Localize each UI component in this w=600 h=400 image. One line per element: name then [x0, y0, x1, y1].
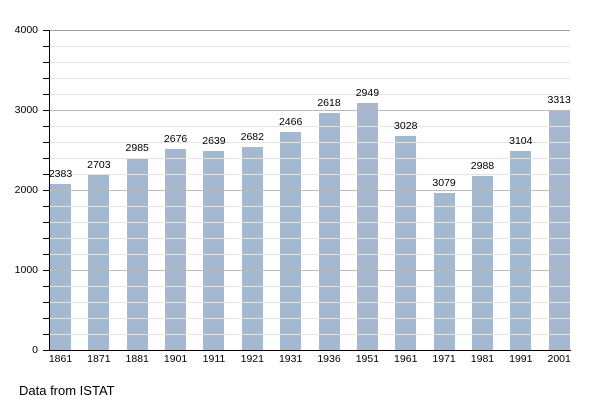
y-axis-tick: [43, 142, 49, 143]
gridline-4000: [49, 30, 570, 31]
bar-value-label: 2676: [163, 132, 188, 145]
y-axis-tick: [43, 30, 49, 31]
bar-1921: [241, 146, 263, 350]
gridline-200: [49, 334, 570, 335]
y-axis-tick: [43, 158, 49, 159]
bar-1871: [88, 174, 110, 350]
bar-value-label: 3079: [432, 176, 456, 189]
bar-value-label: 2949: [355, 86, 380, 99]
bar-value-label: 2703: [87, 158, 111, 171]
gridline-600: [49, 302, 570, 303]
bar-2001: [548, 110, 570, 350]
gridline-1000: [49, 270, 570, 271]
y-axis-line: [49, 30, 50, 351]
bar-value-label: 2682: [240, 130, 264, 143]
x-axis-label: 2001: [547, 353, 571, 365]
x-axis-label: 1936: [317, 353, 341, 365]
bar-value-label: 2618: [317, 96, 341, 109]
y-axis-label: 0: [32, 344, 38, 356]
gridline-2600: [49, 142, 570, 143]
bar-1936: [318, 112, 340, 350]
y-axis-label: 2000: [14, 184, 38, 196]
y-axis-tick: [43, 46, 49, 47]
bar-1961: [395, 136, 417, 350]
gridline-3400: [49, 78, 570, 79]
y-axis-tick: [43, 94, 49, 95]
gridline-2200: [49, 174, 570, 175]
y-axis-tick: [43, 78, 49, 79]
y-axis-tick: [43, 62, 49, 63]
gridline-2000: [49, 190, 570, 191]
gridline-3600: [49, 62, 570, 63]
gridline-3000: [49, 110, 570, 111]
y-axis-label: 4000: [14, 24, 38, 36]
y-axis-tick: [43, 254, 49, 255]
bar-value-label: 2466: [278, 116, 303, 128]
x-axis-label: 1951: [355, 353, 380, 365]
x-axis-baseline: [49, 350, 571, 351]
y-axis-tick: [43, 110, 49, 111]
gridline-1800: [49, 206, 570, 207]
x-axis-label: 1971: [432, 353, 456, 365]
gridline-400: [49, 318, 570, 319]
gridline-1200: [49, 254, 570, 255]
y-axis-tick: [43, 318, 49, 319]
y-axis-tick: [43, 302, 49, 303]
y-axis-tick: [43, 174, 49, 175]
gridline-1400: [49, 238, 570, 239]
bar-1951: [356, 102, 378, 350]
x-axis-label: 1861: [48, 353, 73, 365]
bar-value-label: 3028: [394, 120, 418, 132]
bar-value-label: 3104: [509, 134, 533, 147]
bar-value-label: 2985: [125, 142, 149, 154]
gridline-800: [49, 286, 570, 287]
y-axis-tick: [43, 286, 49, 287]
bar-1911: [203, 150, 225, 350]
bar-1971: [433, 192, 455, 350]
y-axis-tick: [43, 334, 49, 335]
bar-value-label: 2988: [470, 160, 495, 172]
x-axis-label: 1931: [278, 353, 303, 365]
x-axis-label: 1961: [394, 353, 418, 365]
y-axis-tick: [43, 350, 49, 351]
gridline-2400: [49, 158, 570, 159]
x-axis-label: 1901: [163, 353, 188, 365]
y-axis-label: 3000: [14, 104, 38, 116]
x-axis-label: 1981: [470, 353, 495, 365]
gridline-3200: [49, 94, 570, 95]
y-axis-label: 1000: [14, 264, 38, 276]
y-axis-tick: [43, 222, 49, 223]
bar-value-label: 3313: [547, 94, 571, 106]
y-axis-tick: [43, 190, 49, 191]
bar-1931: [280, 132, 302, 350]
bar-1861: [50, 184, 71, 350]
gridline-2800: [49, 126, 570, 127]
bar-1991: [510, 150, 532, 350]
bar-value-label: 2383: [48, 168, 73, 180]
bar-1981: [471, 176, 493, 350]
y-axis-tick: [43, 126, 49, 127]
y-axis-tick: [43, 238, 49, 239]
x-axis-label: 1921: [240, 353, 264, 365]
bar-1901: [165, 148, 187, 350]
x-axis-label: 1991: [509, 353, 533, 365]
x-axis-label: 1881: [125, 353, 149, 365]
footnote-text: Data from ISTAT: [19, 383, 115, 398]
x-axis-label: 1871: [87, 353, 111, 365]
x-axis-label: 1911: [202, 353, 226, 365]
gridline-1600: [49, 222, 570, 223]
gridline-3800: [49, 46, 570, 47]
y-axis-tick: [43, 270, 49, 271]
bar-value-label: 2639: [202, 134, 226, 147]
y-axis-tick: [43, 206, 49, 207]
